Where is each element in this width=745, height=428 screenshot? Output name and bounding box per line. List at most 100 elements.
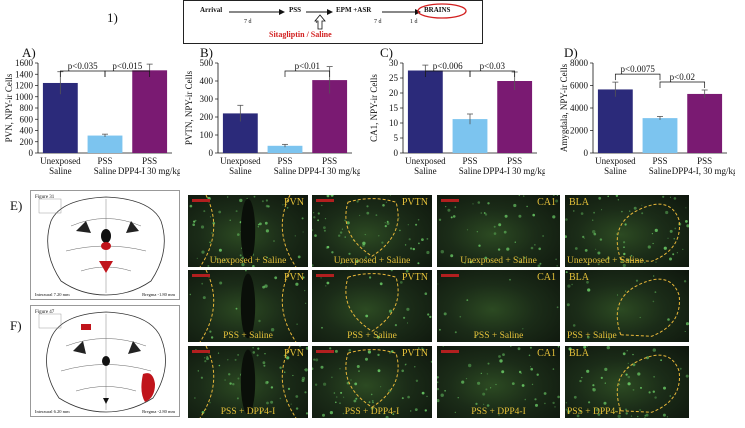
npy-cell bbox=[412, 247, 415, 251]
npy-cell bbox=[270, 386, 274, 389]
category-label: PSS bbox=[697, 156, 712, 166]
atlas-f-interaural: Interaural 6.20 mm bbox=[35, 409, 70, 414]
npy-cell bbox=[193, 220, 196, 223]
npy-cell bbox=[394, 324, 397, 327]
npy-cell bbox=[445, 206, 447, 208]
npy-cell bbox=[407, 395, 410, 399]
npy-cell bbox=[686, 224, 689, 228]
npy-cell bbox=[622, 263, 626, 267]
npy-cell bbox=[502, 353, 505, 356]
npy-cell bbox=[325, 285, 327, 287]
npy-cell bbox=[482, 392, 486, 396]
npy-cell bbox=[414, 366, 416, 368]
npy-cell bbox=[385, 415, 389, 418]
category-label: Saline bbox=[414, 166, 437, 176]
npy-cell bbox=[324, 218, 327, 220]
npy-cell bbox=[498, 414, 500, 416]
npy-cell bbox=[595, 248, 597, 250]
region-outline bbox=[345, 349, 399, 408]
atlas-e-pvtn-highlight bbox=[101, 242, 111, 250]
npy-cell bbox=[408, 238, 411, 241]
npy-cell bbox=[267, 205, 270, 208]
npy-cell bbox=[506, 247, 510, 251]
npy-cell bbox=[518, 370, 522, 374]
chart-ca1: 0 5 10 15 20 25 30 CA1, NPY-ir Cells Unexposed Sa… bbox=[365, 55, 547, 192]
npy-cell bbox=[317, 212, 320, 215]
npy-cell bbox=[421, 391, 425, 395]
condition-label: PSS + DPP4-I bbox=[344, 407, 400, 417]
condition-label: PSS + DPP4-I bbox=[567, 407, 622, 417]
npy-cell bbox=[607, 195, 609, 198]
npy-cell bbox=[321, 204, 323, 207]
npy-cell bbox=[641, 212, 644, 215]
npy-cell bbox=[556, 306, 559, 309]
npy-cell bbox=[480, 372, 482, 374]
npy-cell bbox=[568, 347, 572, 351]
npy-cell bbox=[326, 195, 330, 198]
npy-cell bbox=[667, 237, 669, 239]
npy-cell bbox=[295, 282, 299, 286]
npy-cell bbox=[217, 352, 220, 354]
npy-cell bbox=[652, 242, 654, 245]
npy-cell bbox=[377, 335, 380, 339]
significance-label: p<0.03 bbox=[480, 61, 506, 71]
npy-cell bbox=[334, 349, 338, 353]
npy-cell bbox=[305, 412, 308, 415]
npy-cell bbox=[537, 264, 541, 267]
npy-cell bbox=[366, 205, 369, 208]
npy-cell bbox=[604, 367, 608, 371]
category-label: Saline bbox=[94, 166, 117, 176]
npy-cell bbox=[229, 219, 231, 221]
condition-label: Unexposed + Saline bbox=[567, 256, 644, 266]
npy-cell bbox=[497, 248, 501, 251]
micrograph-pvn-row-2: PVN PSS + Saline bbox=[188, 270, 308, 342]
npy-cell bbox=[218, 364, 221, 367]
npy-cell bbox=[523, 195, 525, 197]
npy-cell bbox=[522, 328, 524, 330]
condition-label: PSS + Saline bbox=[223, 331, 273, 341]
npy-cell bbox=[204, 357, 206, 359]
condition-label: Unexposed + Saline bbox=[333, 256, 411, 266]
npy-cell bbox=[620, 260, 624, 264]
npy-cell bbox=[304, 368, 308, 372]
npy-cell bbox=[685, 374, 689, 378]
npy-cell bbox=[302, 231, 304, 233]
npy-cell bbox=[647, 245, 651, 249]
npy-cell bbox=[346, 221, 350, 225]
category-label: Saline bbox=[459, 166, 482, 176]
npy-cell bbox=[626, 350, 628, 352]
npy-cell bbox=[410, 410, 412, 412]
npy-cell bbox=[374, 262, 376, 264]
y-tick-label: 400 bbox=[20, 126, 34, 136]
npy-cell bbox=[356, 365, 360, 368]
npy-cell bbox=[312, 229, 314, 232]
npy-cell bbox=[312, 367, 314, 370]
npy-cell bbox=[604, 382, 606, 384]
npy-cell bbox=[648, 391, 651, 394]
npy-cell bbox=[672, 253, 675, 256]
significance-bracket bbox=[614, 73, 661, 81]
condition-label: PSS + Saline bbox=[473, 331, 524, 341]
npy-cell bbox=[669, 196, 671, 198]
timeline-epm-asr: EPM +ASR bbox=[336, 6, 372, 14]
npy-cell bbox=[354, 382, 358, 386]
region-label: CA1 bbox=[537, 197, 556, 208]
npy-cell bbox=[439, 328, 441, 331]
npy-cell bbox=[640, 386, 642, 389]
npy-cell bbox=[466, 229, 469, 231]
npy-cell bbox=[588, 401, 591, 404]
npy-cell bbox=[576, 414, 580, 418]
npy-cell bbox=[539, 262, 542, 265]
npy-cell bbox=[637, 415, 639, 418]
atlas-e-drawing bbox=[38, 196, 165, 296]
npy-cell bbox=[625, 412, 628, 415]
npy-cell bbox=[430, 360, 432, 363]
condition-label: Unexposed + Saline bbox=[209, 256, 287, 266]
npy-cell bbox=[587, 263, 590, 266]
npy-cell bbox=[265, 199, 268, 202]
npy-cell bbox=[256, 354, 259, 357]
npy-cell bbox=[566, 303, 570, 307]
npy-cell bbox=[593, 211, 595, 214]
npy-cell bbox=[606, 346, 610, 350]
atlas-section-f: Figure 47 Interaural 6.20 mm Bregma -2.8… bbox=[30, 305, 180, 417]
